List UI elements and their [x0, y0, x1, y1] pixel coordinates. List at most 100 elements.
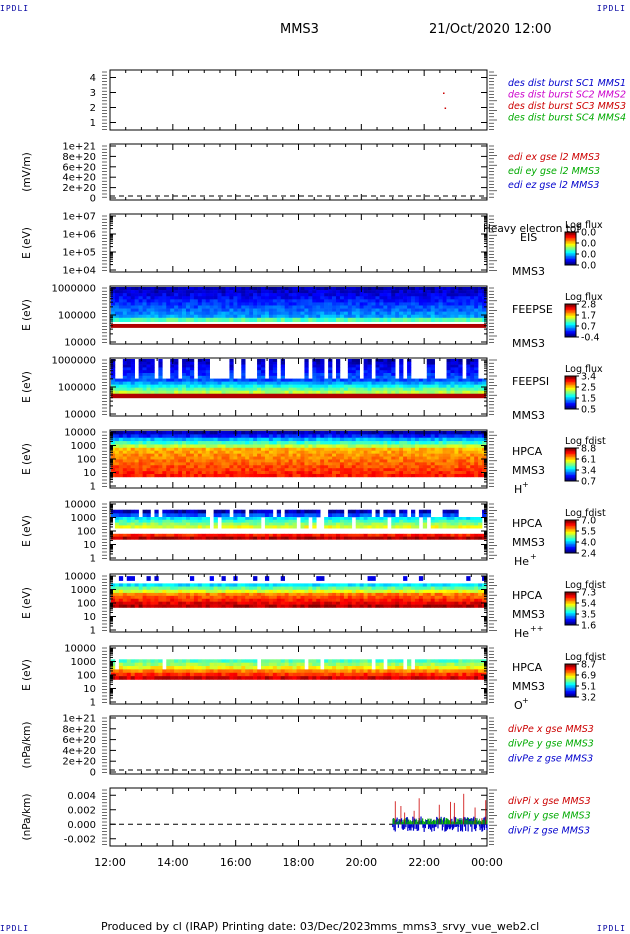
band-ion — [111, 378, 487, 395]
colorbar-title: Log flux — [565, 292, 603, 303]
x-tick-label: 00:00 — [471, 856, 503, 869]
charge-label-hpca_h: + — [522, 480, 529, 489]
y-tick-label-hpca_o: 1000 — [71, 657, 96, 668]
spacecraft-label-hpca_he: MMS3 — [512, 536, 545, 549]
colorbar-tick-label: 5.5 — [581, 527, 596, 538]
instrument-label-hpca_h: HPCA — [512, 445, 543, 458]
band-low-energy — [111, 393, 486, 399]
y-tick-label-hpca_he2: 1 — [90, 626, 96, 637]
panel-frame — [109, 715, 488, 775]
y-tick-label-hpca_he: 100 — [77, 527, 96, 538]
y-tick-label-divpe: 0 — [90, 768, 96, 779]
y-axis-label-hpca_h: E (eV) — [21, 443, 33, 475]
burst-point — [443, 92, 445, 94]
y-axis-label-hpca_he: E (eV) — [21, 515, 33, 547]
legend-divpi-0: divPi x gse MMS3 — [508, 796, 591, 807]
colorbar-tick-label: 3.4 — [581, 372, 596, 383]
ruler-marks-burst — [102, 71, 497, 130]
y-tick-label-feepse: 1000000 — [51, 284, 96, 295]
date-time-title: 21/Oct/2020 12:00 — [429, 22, 552, 37]
y-axis-label-feepsi: E (eV) — [21, 371, 33, 403]
y-tick-label-divpi: 0.004 — [67, 791, 96, 802]
colorbar-tick-label: 0.0 — [581, 261, 596, 272]
legend-divpi-2: divPi z gse MMS3 — [508, 825, 590, 836]
y-tick-label-eis: 1e+06 — [62, 230, 96, 241]
colorbar-tick-label: 7.3 — [581, 588, 596, 599]
corner-label-top-left: IPDLI — [0, 4, 30, 13]
band-he2-core — [111, 592, 487, 608]
y-tick-label-divpi: 0.002 — [67, 805, 96, 816]
y-tick-label-burst: 4 — [90, 73, 96, 84]
ruler-marks-feepse — [102, 287, 497, 343]
band-he-core — [111, 533, 487, 540]
band-he-top — [111, 509, 487, 518]
corner-label-bottom-left: IPDLI — [0, 924, 30, 933]
y-tick-label-feepsi: 100000 — [58, 383, 96, 394]
y-tick-label-hpca_o: 10 — [83, 684, 96, 695]
panel-hpca_h — [109, 429, 488, 489]
heatmap-hpca_he — [111, 509, 487, 540]
band-he2-top — [118, 576, 487, 581]
instrument-label-feepse: FEEPSE — [512, 303, 553, 316]
y-tick-label-hpca_he2: 100 — [77, 599, 96, 610]
y-tick-label-edi: 0 — [90, 194, 96, 205]
band-h-mid — [111, 437, 487, 449]
ruler-marks-feepsi — [102, 359, 497, 415]
ruler-marks-edi — [102, 145, 497, 198]
colorbar-tick-label: 1.6 — [581, 621, 596, 632]
band-he2-mid — [111, 583, 487, 594]
y-tick-label-hpca_h: 1 — [90, 482, 96, 493]
y-tick-label-divpe: 8e+20 — [62, 724, 96, 735]
y-axis-label-hpca_he2: E (eV) — [21, 587, 33, 619]
colorbar-tick-label: 0.5 — [581, 405, 596, 416]
spacecraft-title: MMS3 — [280, 22, 319, 37]
y-tick-label-hpca_o: 10000 — [64, 644, 96, 655]
species-label-hpca_he2: He — [514, 627, 529, 640]
panel-eis — [109, 213, 488, 273]
y-tick-label-hpca_he2: 1000 — [71, 585, 96, 596]
y-tick-label-hpca_h: 100 — [77, 455, 96, 466]
colorbar-tick-label: 2.4 — [581, 549, 596, 560]
y-tick-label-hpca_he: 1 — [90, 554, 96, 565]
corner-label-bottom-right: IPDLI — [596, 924, 626, 933]
charge-label-hpca_he: + — [530, 552, 537, 561]
legend-burst-0: des dist burst SC1 MMS1 — [508, 78, 626, 89]
band-o-core — [111, 669, 487, 680]
y-tick-label-hpca_he: 10 — [83, 540, 96, 551]
colorbar-tick-label: 3.2 — [581, 693, 596, 704]
band-electron-mid — [111, 317, 487, 323]
instrument-label-feepsi: FEEPSI — [512, 375, 549, 388]
y-tick-label-eis: 1e+07 — [62, 212, 96, 223]
spacecraft-label-hpca_he2: MMS3 — [512, 608, 545, 621]
heatmap-feepse — [111, 287, 487, 328]
y-tick-label-hpca_h: 1000 — [71, 441, 96, 452]
y-tick-label-feepse: 10000 — [64, 338, 96, 349]
panel-edi — [109, 143, 488, 201]
y-tick-label-divpe: 2e+20 — [62, 757, 96, 768]
x-tick-label: 14:00 — [157, 856, 189, 869]
panel-feepsi — [109, 357, 488, 417]
y-tick-label-edi: 6e+20 — [62, 162, 96, 173]
y-tick-label-feepsi: 10000 — [64, 410, 96, 421]
colorbar-8 — [564, 663, 579, 698]
spacecraft-label-feepsi: MMS3 — [512, 409, 545, 422]
instrument-label-hpca_o: HPCA — [512, 661, 543, 674]
panel-feepse — [109, 285, 488, 345]
colorbar-2 — [564, 231, 579, 266]
legend-divpe-0: divPe x gse MMS3 — [508, 724, 594, 735]
legend-divpe-1: divPe y gse MMS3 — [508, 739, 594, 750]
x-tick-label: 16:00 — [220, 856, 252, 869]
colorbar-5 — [564, 447, 579, 482]
y-tick-label-divpe: 4e+20 — [62, 746, 96, 757]
ruler-marks-eis — [102, 215, 497, 271]
y-tick-label-divpe: 6e+20 — [62, 735, 96, 746]
colorbar-3 — [564, 303, 579, 338]
panel-frame — [109, 69, 488, 131]
footer-script-name: mms_mms3_srvy_vue_web2.cl — [370, 920, 540, 933]
colorbar-tick-label: 0.0 — [581, 250, 596, 261]
y-axis-label-feepse: E (eV) — [21, 299, 33, 331]
y-tick-label-feepsi: 1000000 — [51, 356, 96, 367]
ruler-marks-hpca_he2 — [102, 575, 497, 631]
y-tick-label-burst: 2 — [90, 103, 96, 114]
colorbar-tick-label: 1.5 — [581, 394, 596, 405]
